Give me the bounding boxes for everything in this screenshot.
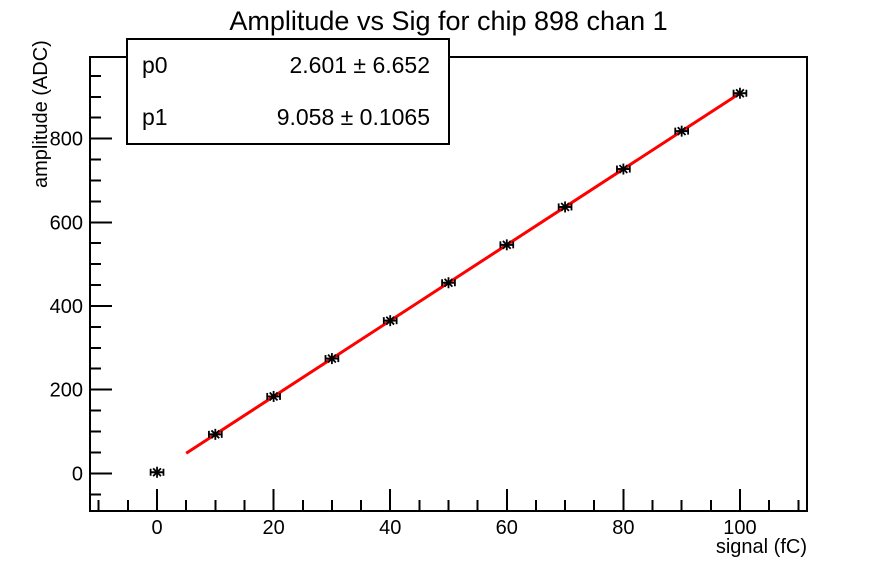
x-tick-label: 40 [379, 517, 401, 539]
fit-param-name-p1: p1 [142, 103, 168, 130]
fit-param-value-p0: 2.601 ± 6.652 [289, 52, 430, 79]
stats-row-p0: p0 2.601 ± 6.652 [128, 40, 448, 92]
fit-param-name-p0: p0 [142, 52, 168, 79]
fit-line [185, 91, 741, 455]
x-axis-title: signal (fC) [715, 536, 807, 558]
data-point-marker [616, 163, 631, 175]
data-point-marker [499, 239, 515, 251]
x-axis-tick-labels: 0 20 40 60 80 100 [151, 517, 756, 539]
data-point-marker [557, 201, 573, 213]
y-tick-label: 200 [50, 380, 83, 402]
x-tick-label: 0 [151, 517, 162, 539]
x-tick-label: 80 [612, 517, 634, 539]
fit-param-value-p1: 9.058 ± 0.1065 [276, 103, 430, 130]
data-point-marker [382, 315, 398, 327]
data-point-marker [149, 466, 165, 478]
x-tick-label: 20 [262, 517, 284, 539]
x-axis-ticks [97, 489, 800, 511]
y-tick-label: 0 [72, 463, 83, 485]
y-tick-label: 800 [50, 129, 83, 151]
y-tick-label: 600 [50, 212, 83, 234]
y-axis-title: amplitude (ADC) [30, 40, 52, 188]
data-point-marker [266, 390, 281, 402]
data-point-marker [674, 125, 689, 137]
data-point-marker [208, 428, 223, 440]
x-tick-label: 100 [723, 517, 756, 539]
x-tick-label: 60 [496, 517, 518, 539]
y-axis-tick-labels: 0 200 400 600 800 [50, 129, 83, 486]
data-points [149, 87, 748, 478]
y-axis-ticks [90, 74, 112, 496]
chart-title: Amplitude vs Sig for chip 898 chan 1 [229, 6, 668, 36]
stats-row-p1: p1 9.058 ± 0.1065 [128, 92, 448, 144]
data-point-marker [441, 277, 456, 289]
y-tick-label: 400 [50, 296, 83, 318]
fit-stats-box: p0 2.601 ± 6.652 p1 9.058 ± 0.1065 [126, 38, 450, 145]
data-point-marker [732, 87, 748, 99]
data-point-marker [324, 353, 340, 365]
